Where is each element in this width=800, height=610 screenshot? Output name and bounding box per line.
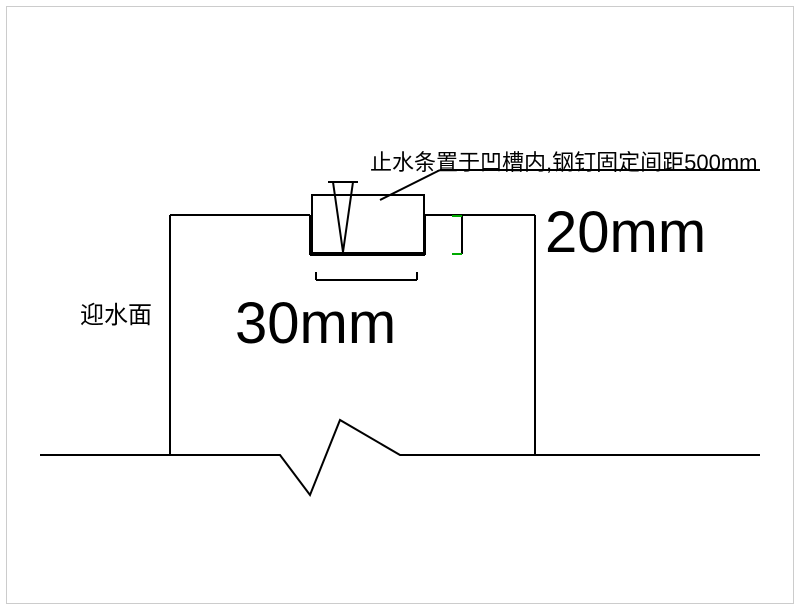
annotation-label: 止水条置于凹槽内,钢钉固定间距500mm bbox=[370, 145, 757, 177]
dim-20mm-bracket bbox=[452, 216, 462, 254]
dimension-30mm-label: 30mm bbox=[235, 290, 396, 357]
nail-shaft bbox=[333, 182, 353, 252]
baseline-path bbox=[40, 420, 760, 495]
dimension-20mm-label: 20mm bbox=[545, 199, 706, 266]
water-face-label: 迎水面 bbox=[80, 295, 152, 330]
waterstop-box bbox=[312, 195, 424, 253]
dim-30mm-bracket bbox=[316, 272, 417, 280]
diagram-container: 止水条置于凹槽内,钢钉固定间距500mm 迎水面 30mm 20mm bbox=[0, 0, 800, 610]
